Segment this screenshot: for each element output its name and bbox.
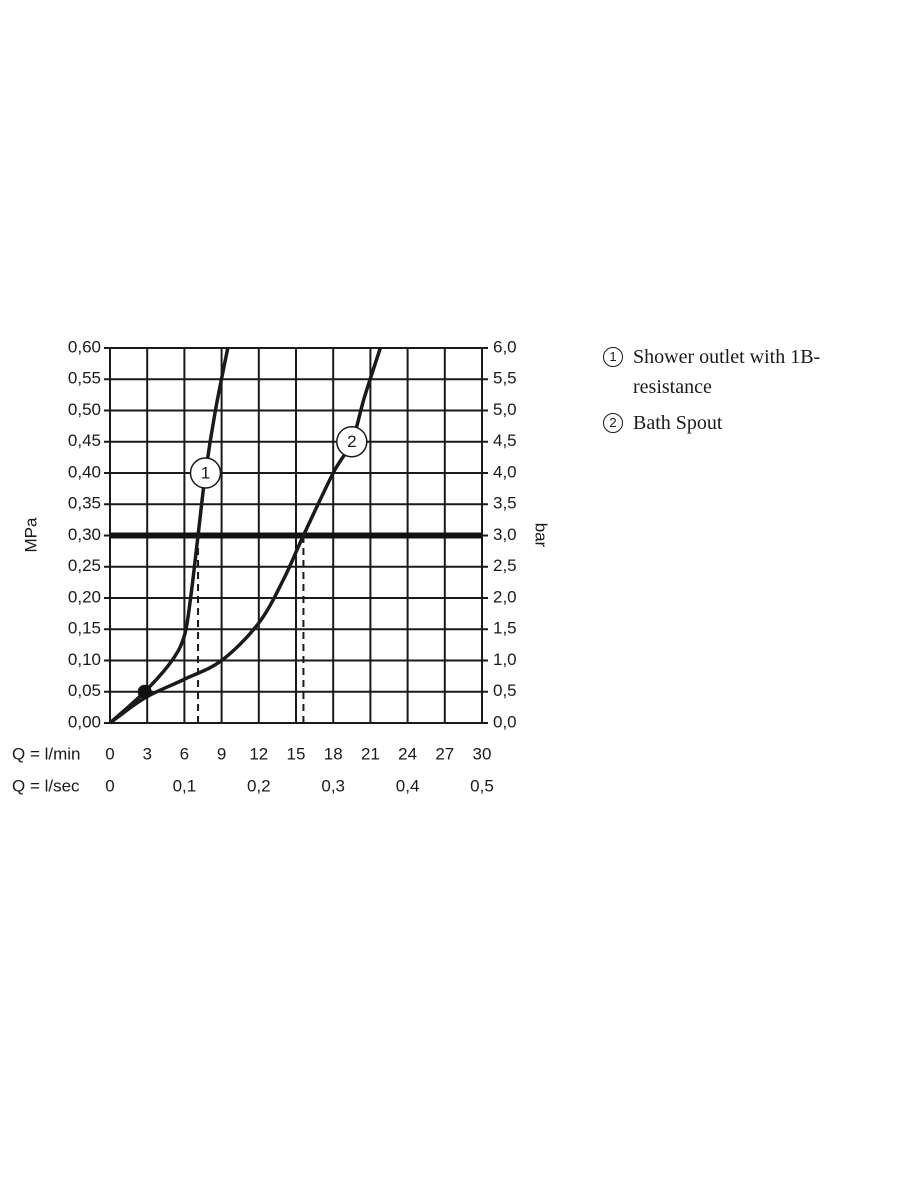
x-tick-label: 15	[287, 744, 306, 763]
y-tick-label: 0,45	[68, 431, 101, 450]
marker	[137, 684, 152, 699]
y-tick-label: 0,20	[68, 587, 101, 606]
x-tick-label: 18	[324, 744, 343, 763]
curve	[108, 347, 230, 725]
y-tick-label: 0,15	[68, 619, 101, 638]
y-tick-label: 0,35	[68, 494, 101, 513]
y2-tick-label: 5,0	[493, 400, 517, 419]
y2-tick-label: 6,0	[493, 337, 517, 356]
y-tick-label: 0,40	[68, 462, 101, 481]
label-circle	[336, 426, 368, 458]
legend-entry: 1 Shower outlet with 1B-resistance	[603, 342, 871, 402]
x-tick-label: 21	[361, 744, 380, 763]
y2-tick-label: 4,0	[493, 462, 517, 481]
y2-tick-label: 0,5	[493, 681, 517, 700]
y-tick-label: 0,10	[68, 650, 101, 669]
label-text: 2	[347, 432, 356, 451]
y-tick-label: 0,30	[68, 525, 101, 544]
y2-tick-label: 3,0	[493, 525, 517, 544]
legend-entry: 2 Bath Spout	[603, 408, 871, 438]
curve-label: 2	[336, 426, 368, 458]
y2-tick-label: 4,5	[493, 431, 517, 450]
x-tick-label: 3	[142, 744, 151, 763]
legend-number: 1	[603, 347, 623, 367]
x-tick-label: 30	[473, 744, 492, 763]
curve-label: 1	[189, 457, 222, 489]
y2-tick-label: 1,0	[493, 650, 517, 669]
y2-tick-label: 1,5	[493, 619, 517, 638]
y-tick-label: 0,50	[68, 400, 101, 419]
x2-tick-label: 0,2	[247, 776, 271, 795]
x2-tick-label: 0,1	[173, 776, 197, 795]
label-text: 1	[201, 463, 210, 482]
y2-axis-label: bar	[532, 523, 551, 548]
y-tick-label: 0,00	[68, 712, 101, 731]
y-axis-label: MPa	[21, 517, 40, 553]
legend: 1 Shower outlet with 1B-resistance 2 Bath S…	[603, 342, 871, 444]
x2-tick-label: 0	[105, 776, 114, 795]
y2-tick-label: 2,0	[493, 587, 517, 606]
y2-tick-label: 0,0	[493, 712, 517, 731]
y2-tick-label: 2,5	[493, 556, 517, 575]
x2-tick-label: 0,3	[321, 776, 345, 795]
x2-axis-label: Q = l/sec	[12, 776, 80, 795]
x-tick-label: 27	[435, 744, 454, 763]
y-tick-label: 0,05	[68, 681, 101, 700]
x2-tick-label: 0,4	[396, 776, 420, 795]
x-tick-label: 0	[105, 744, 114, 763]
x-tick-label: 24	[398, 744, 417, 763]
y2-tick-label: 3,5	[493, 494, 517, 513]
y-tick-label: 0,25	[68, 556, 101, 575]
x-axis-label: Q = l/min	[12, 744, 81, 763]
x-tick-label: 6	[180, 744, 189, 763]
y2-tick-label: 5,5	[493, 369, 517, 388]
label-circle	[189, 457, 222, 489]
y-tick-label: 0,55	[68, 369, 101, 388]
legend-text: Bath Spout	[633, 412, 723, 434]
legend-number: 2	[603, 413, 623, 433]
x2-tick-label: 0,5	[470, 776, 494, 795]
y-tick-label: 0,60	[68, 337, 101, 356]
x-tick-label: 12	[249, 744, 268, 763]
x-tick-label: 9	[217, 744, 226, 763]
legend-text: Shower outlet with 1B-resistance	[633, 346, 821, 398]
